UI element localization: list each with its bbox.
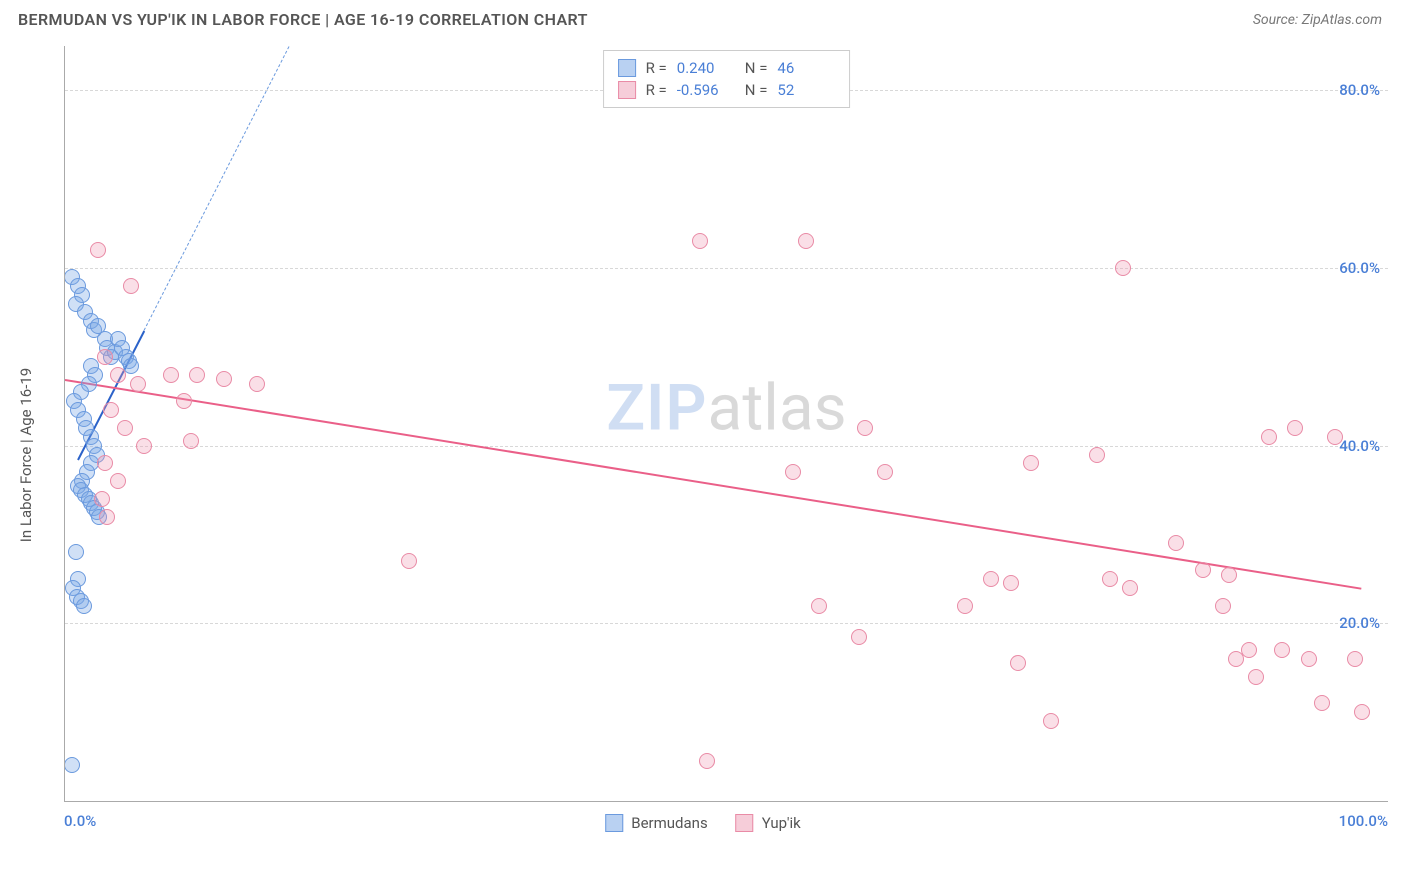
data-point [785,464,801,480]
x-axis-tick [65,801,66,802]
data-point [249,376,265,392]
data-point [1003,575,1019,591]
trend-line [65,379,1362,590]
x-axis-tick [263,801,264,802]
data-point [857,420,873,436]
x-axis-tick [1256,801,1257,802]
data-point [1215,598,1231,614]
chart-header: BERMUDAN VS YUP'IK IN LABOR FORCE | AGE … [0,0,1406,35]
trend-line [144,46,304,331]
y-axis-label: 20.0% [1339,614,1380,632]
data-point [957,598,973,614]
data-point [97,349,113,365]
data-point [1023,455,1039,471]
data-point [983,571,999,587]
swatch-bermudans [618,59,636,77]
data-point [1241,642,1257,658]
data-point [64,757,80,773]
swatch-bermudans-bottom [605,814,623,832]
correlation-legend: R = 0.240 N = 46 R = -0.596 N = 52 [603,50,851,108]
data-point [110,473,126,489]
data-point [1168,535,1184,551]
plot-region: ZIPatlas R = 0.240 N = 46 R = -0.596 N =… [64,46,1388,802]
x-axis-tick [859,801,860,802]
x-axis-max-label: 100.0% [1339,812,1388,830]
data-point [811,598,827,614]
data-point [692,233,708,249]
data-point [1274,642,1290,658]
data-point [851,629,867,645]
chart-title: BERMUDAN VS YUP'IK IN LABOR FORCE | AGE … [18,10,588,29]
data-point [76,598,92,614]
data-point [1327,429,1343,445]
legend-item-bermudans: Bermudans [605,814,707,832]
data-point [183,433,199,449]
legend-row-bermudans: R = 0.240 N = 46 [618,57,836,79]
swatch-yupik [618,81,636,99]
data-point [1354,704,1370,720]
x-axis-tick [1057,801,1058,802]
chart-area: In Labor Force | Age 16-19 ZIPatlas R = … [18,46,1388,846]
data-point [1248,669,1264,685]
data-point [877,464,893,480]
swatch-yupik-bottom [736,814,754,832]
data-point [1261,429,1277,445]
data-point [798,233,814,249]
data-point [1102,571,1118,587]
data-point [1347,651,1363,667]
data-point [699,753,715,769]
data-point [94,491,110,507]
data-point [103,402,119,418]
y-axis-label: 60.0% [1339,259,1380,277]
chart-source: Source: ZipAtlas.com [1253,12,1382,28]
data-point [1221,567,1237,583]
data-point [1122,580,1138,596]
gridline-h [65,623,1388,624]
data-point [1287,420,1303,436]
data-point [1314,695,1330,711]
x-axis-tick [462,801,463,802]
data-point [1115,260,1131,276]
data-point [123,278,139,294]
series-legend: Bermudans Yup'ik [605,814,801,832]
data-point [1089,447,1105,463]
data-point [68,544,84,560]
data-point [189,367,205,383]
x-axis-tick [660,801,661,802]
legend-item-yupik: Yup'ik [736,814,801,832]
x-axis-min-label: 0.0% [64,812,96,830]
data-point [401,553,417,569]
data-point [1301,651,1317,667]
y-axis-label: 80.0% [1339,81,1380,99]
data-point [97,455,113,471]
data-point [117,420,133,436]
watermark: ZIPatlas [606,371,846,446]
data-point [130,376,146,392]
y-axis-label: 40.0% [1339,437,1380,455]
data-point [1010,655,1026,671]
gridline-h [65,446,1388,447]
gridline-h [65,268,1388,269]
data-point [99,509,115,525]
data-point [1195,562,1211,578]
data-point [176,393,192,409]
data-point [1043,713,1059,729]
data-point [216,371,232,387]
y-axis-title: In Labor Force | Age 16-19 [17,368,35,542]
data-point [110,367,126,383]
data-point [90,242,106,258]
data-point [136,438,152,454]
data-point [163,367,179,383]
legend-row-yupik: R = -0.596 N = 52 [618,79,836,101]
